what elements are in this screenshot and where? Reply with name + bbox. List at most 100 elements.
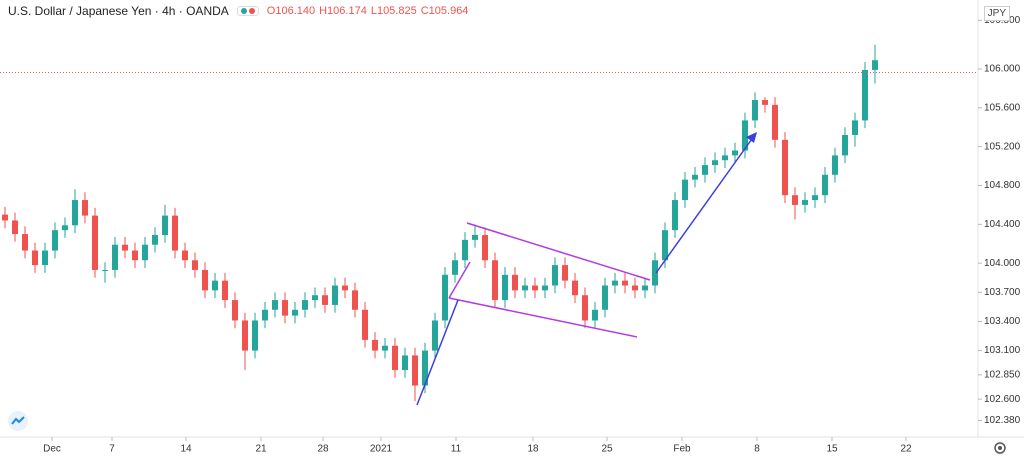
x-tick-label: 15 [826, 444, 838, 455]
candles [2, 44, 878, 402]
candle-body [302, 300, 308, 310]
x-tick-label: 14 [180, 444, 192, 455]
candle-body [852, 120, 858, 135]
candle-body [272, 300, 278, 310]
arrow-head [746, 132, 757, 143]
candle-body [222, 280, 228, 301]
currency-label: JPY [983, 6, 1010, 21]
y-tick-label: 103.100 [984, 345, 1021, 356]
y-tick-label: 105.600 [984, 102, 1021, 113]
candle-body [612, 280, 618, 286]
candle-body [692, 174, 698, 180]
candle-body [112, 244, 118, 270]
candle-body [782, 139, 788, 196]
candle-body [382, 345, 388, 351]
x-tick-label: 7 [109, 444, 115, 455]
candle-body [582, 295, 588, 321]
candle-body [802, 200, 808, 205]
candle-body [132, 250, 138, 261]
candle-body [372, 339, 378, 351]
x-tick-label: 22 [900, 444, 912, 455]
x-tick-label: 25 [601, 444, 613, 455]
candle-body [22, 234, 28, 251]
drawings [416, 132, 757, 406]
ohlc-low: L105.825 [370, 5, 417, 17]
candle-body [62, 225, 68, 231]
x-tick-label: 28 [317, 444, 329, 455]
candle-body [542, 285, 548, 291]
candle-body [172, 215, 178, 251]
candle-body [812, 195, 818, 201]
candle-body [352, 290, 358, 310]
candle-body [432, 320, 438, 351]
candle-body [702, 165, 708, 175]
candle-body [512, 274, 518, 291]
trend-line [448, 297, 638, 338]
candle-body [572, 280, 578, 296]
candle-body [502, 274, 508, 301]
candle-body [32, 250, 38, 266]
candle-body [492, 260, 498, 301]
candle-body [362, 309, 368, 340]
candle-body [292, 309, 298, 316]
candle-body [102, 269, 108, 271]
candle-body [82, 200, 88, 216]
candle-body [12, 220, 18, 235]
candle-body [792, 195, 798, 205]
candle-body [422, 350, 428, 386]
ohlc-open: O106.140 [266, 5, 316, 17]
candle-body [402, 355, 408, 370]
candle-body [722, 155, 728, 161]
ohlc-close: C105.964 [420, 5, 469, 17]
candle-body [862, 69, 868, 121]
candle-body [162, 215, 168, 236]
candle-body [182, 250, 188, 261]
candle-body [552, 265, 558, 286]
x-tick-label: 2021 [370, 444, 393, 455]
candle-body [752, 100, 758, 121]
status-badge [236, 6, 259, 16]
candle-body [732, 150, 738, 156]
y-tick-label: 103.700 [984, 287, 1021, 298]
y-tick-label: 103.400 [984, 316, 1021, 327]
candle-body [622, 280, 628, 286]
pole-line [416, 299, 459, 406]
candle-body [2, 214, 8, 221]
y-tick-label: 106.000 [984, 64, 1021, 75]
candle-body [342, 285, 348, 291]
candle-body [642, 285, 648, 291]
candle-body [652, 260, 658, 286]
candle-body [282, 300, 288, 316]
arrow-line [655, 135, 755, 274]
candle-body [592, 309, 598, 321]
candle-body [52, 230, 58, 251]
candle-body [762, 100, 768, 105]
y-tick-label: 102.850 [984, 369, 1021, 380]
symbol-title: U.S. Dollar / Japanese Yen · 4h · OANDA [8, 4, 229, 18]
candle-body [462, 239, 468, 261]
candle-body [332, 285, 338, 305]
candle-body [152, 235, 158, 245]
x-tick-label: 18 [527, 444, 539, 455]
trend-line [448, 261, 471, 299]
candle-body [742, 120, 748, 151]
y-tick-label: 102.600 [984, 394, 1021, 405]
candle-body [472, 235, 478, 240]
candle-body [92, 215, 98, 270]
plot-area [0, 0, 978, 437]
candle-body [672, 200, 678, 231]
y-tick-label: 104.800 [984, 180, 1021, 191]
candle-body [232, 300, 238, 321]
x-tick-label: 11 [451, 444, 462, 455]
header: U.S. Dollar / Japanese Yen · 4h · OANDA … [8, 4, 468, 18]
settings-icon[interactable] [994, 442, 1006, 454]
x-tick-label: 8 [754, 444, 760, 455]
candle-body [122, 244, 128, 251]
candle-body [602, 285, 608, 310]
candle-body [832, 155, 838, 175]
candle-body [252, 320, 258, 351]
candle-body [192, 260, 198, 270]
candle-body [872, 60, 878, 70]
y-tick-label: 102.380 [984, 415, 1021, 426]
